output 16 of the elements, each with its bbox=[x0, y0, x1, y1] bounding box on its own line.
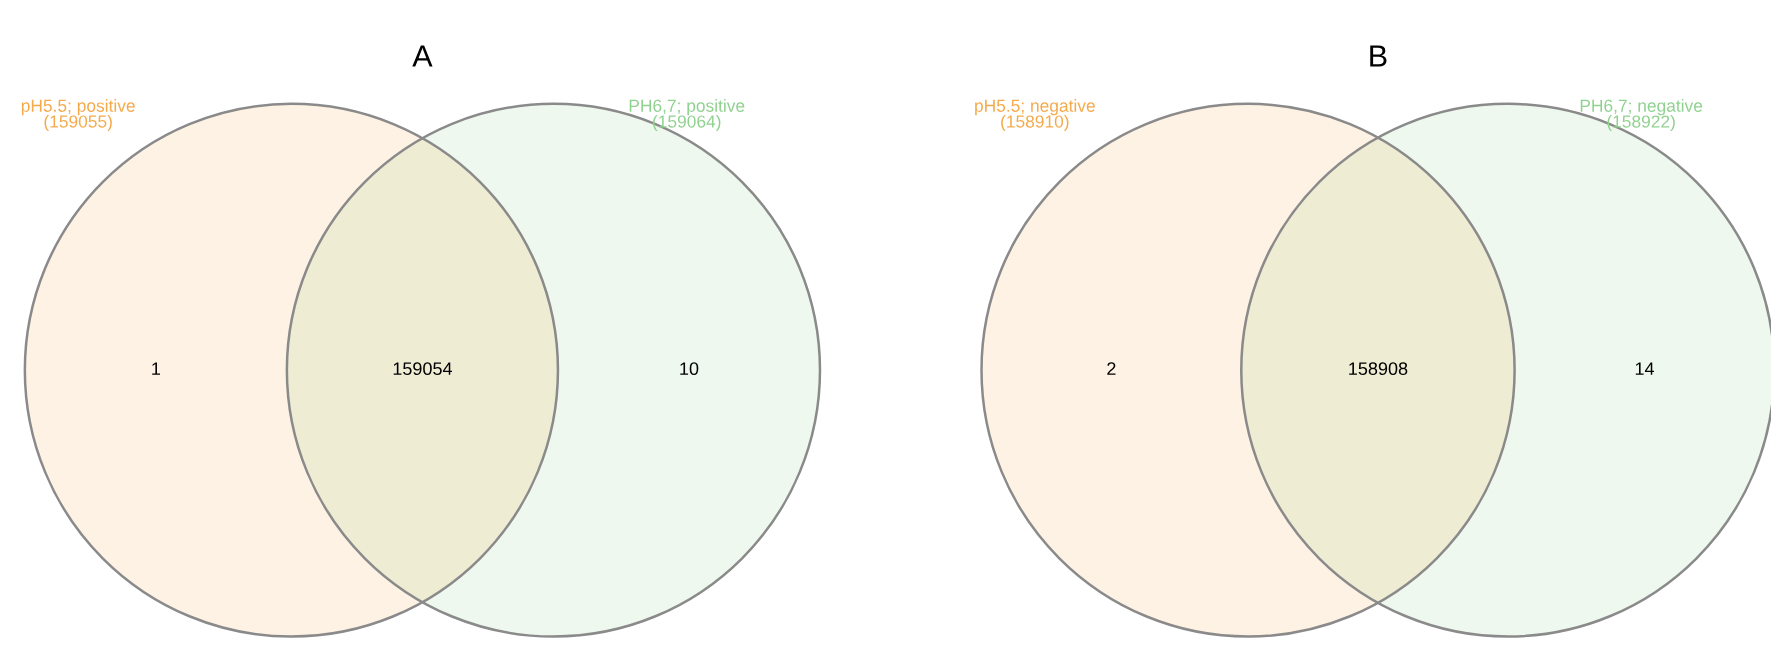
text: (158910) bbox=[1001, 114, 1069, 132]
text: A bbox=[412, 45, 433, 67]
text: (158922) bbox=[1607, 114, 1675, 132]
data-label: 14 bbox=[1635, 362, 1655, 375]
text: B bbox=[1370, 45, 1387, 67]
data-label: 10 bbox=[680, 362, 699, 376]
data-label: 1 bbox=[152, 362, 161, 375]
text: (159064) bbox=[653, 114, 721, 132]
text: pH5.5; positive bbox=[21, 99, 135, 116]
text: PH6,7; negative bbox=[1580, 99, 1703, 116]
data-label: 159054 bbox=[393, 362, 453, 376]
text: (159055) bbox=[44, 114, 112, 132]
data-label: 2 bbox=[1107, 362, 1116, 375]
text: pH5.5; negative bbox=[975, 99, 1095, 116]
data-label: 158908 bbox=[1349, 362, 1408, 376]
text: PH6,7; positive bbox=[629, 99, 745, 116]
